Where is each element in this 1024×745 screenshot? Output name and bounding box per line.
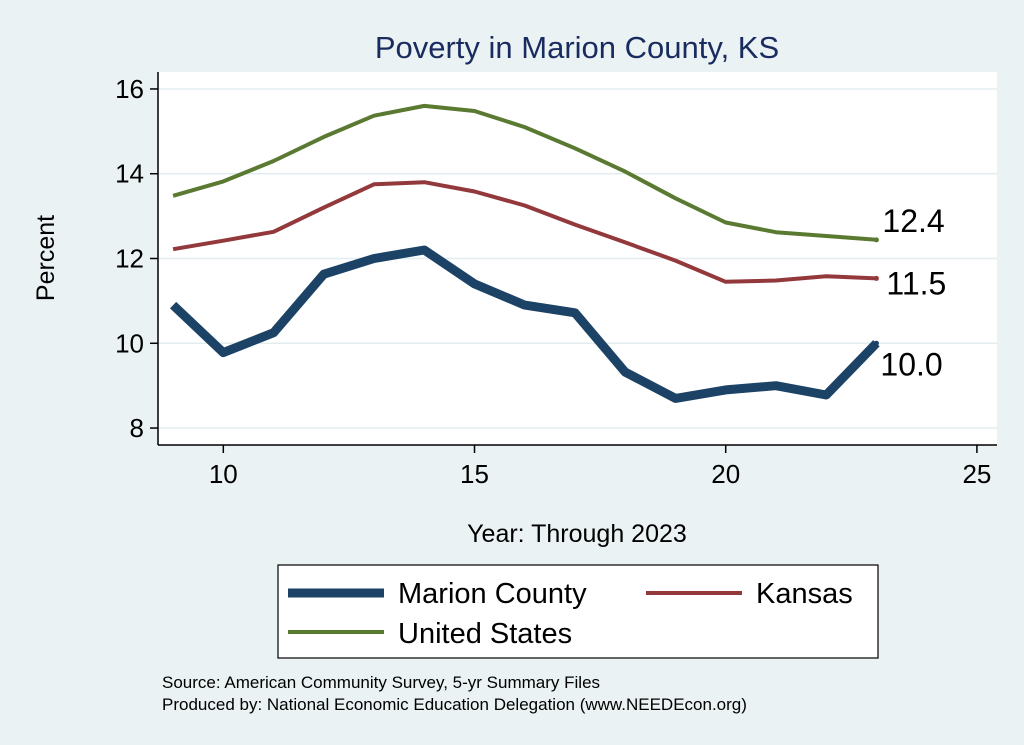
series-lines bbox=[170, 103, 880, 403]
source-note: Source: American Community Survey, 5-yr … bbox=[162, 673, 600, 692]
y-tick-label-16: 16 bbox=[115, 74, 144, 104]
legend-label-marion-county: Marion County bbox=[398, 578, 587, 610]
series-line-marion-county bbox=[170, 245, 880, 403]
series-end-point-marion-county bbox=[873, 340, 879, 346]
x-tick-label-10: 10 bbox=[209, 459, 238, 489]
end-label-united-states: 12.4 bbox=[882, 203, 944, 239]
axes: 8 10 12 14 16 10 15 20 25 bbox=[115, 72, 997, 489]
x-tick-label-20: 20 bbox=[711, 459, 740, 489]
series-line-kansas bbox=[172, 180, 877, 284]
end-label-kansas: 11.5 bbox=[886, 265, 946, 301]
end-labels: 12.4 11.5 10.0 bbox=[880, 203, 946, 382]
y-tick-label-10: 10 bbox=[115, 328, 144, 358]
series-end-point-united-states bbox=[873, 237, 879, 243]
series-end-point-kansas bbox=[873, 275, 879, 281]
x-tick-label-25: 25 bbox=[962, 459, 991, 489]
legend-label-united-states: United States bbox=[398, 618, 572, 650]
series-line-united-states bbox=[172, 103, 877, 242]
y-tick-label-12: 12 bbox=[115, 244, 144, 274]
end-label-marion-county: 10.0 bbox=[880, 346, 942, 382]
gridlines bbox=[158, 88, 997, 429]
chart-title: Poverty in Marion County, KS bbox=[375, 30, 779, 65]
y-tick-label-8: 8 bbox=[130, 413, 144, 443]
legend-label-kansas: Kansas bbox=[756, 578, 853, 610]
legend-box bbox=[277, 564, 879, 659]
y-axis-title: Percent bbox=[32, 215, 60, 301]
y-tick-label-14: 14 bbox=[115, 159, 144, 189]
legend: Marion County Kansas United States bbox=[277, 564, 879, 659]
x-axis-title: Year: Through 2023 bbox=[467, 520, 687, 548]
produced-by-note: Produced by: National Economic Education… bbox=[162, 695, 747, 714]
x-tick-label-15: 15 bbox=[460, 459, 489, 489]
